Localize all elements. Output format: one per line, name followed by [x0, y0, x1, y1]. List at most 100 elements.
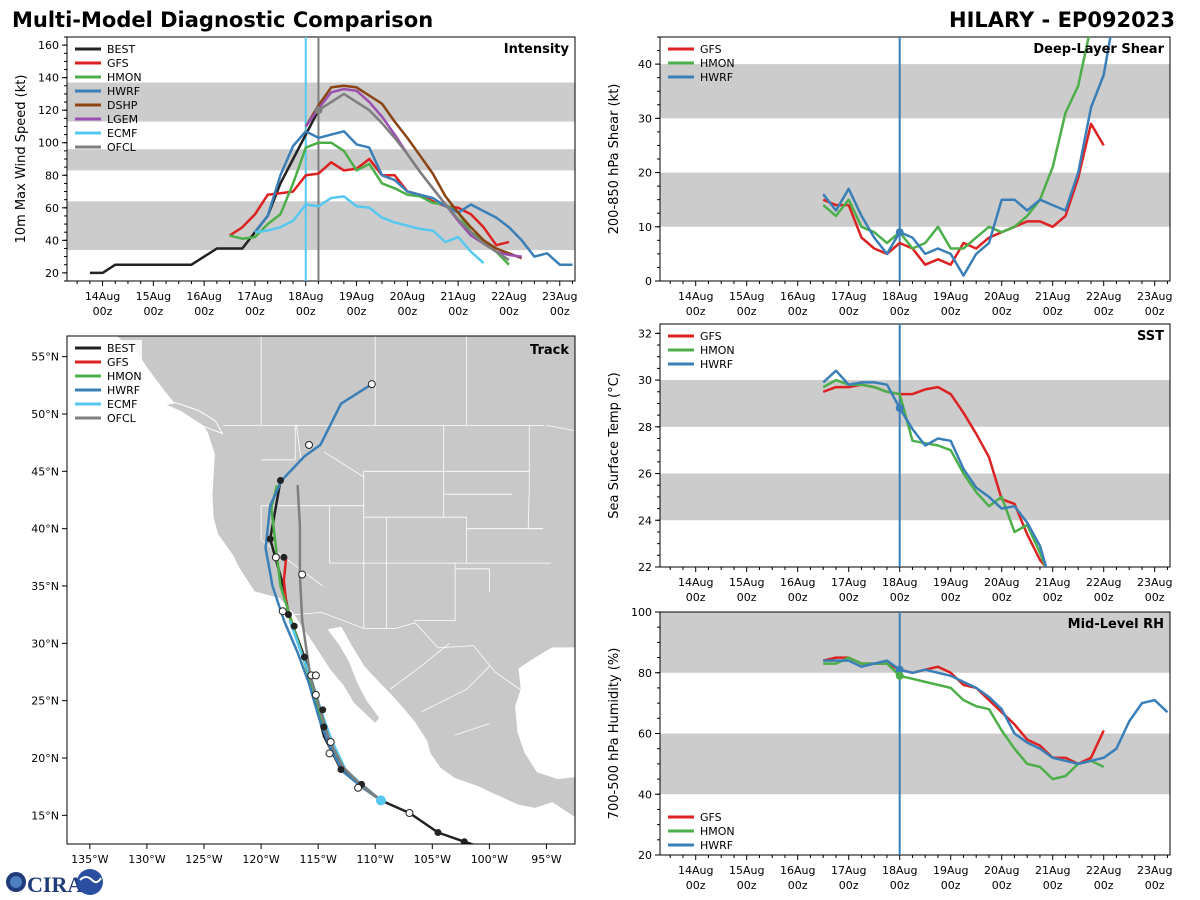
- shear-xtick-hour: 00z: [1043, 305, 1063, 318]
- shear-band-0: [660, 172, 1170, 227]
- shear-xtick-date: 15Aug: [729, 290, 764, 303]
- intensity-legend-label-dshp: DSHP: [107, 99, 138, 112]
- rh-xtick-label: 21Aug 00z: [1035, 864, 1070, 892]
- sst-xtick-date: 16Aug: [780, 576, 815, 589]
- rh-xtick-hour: 00z: [1145, 879, 1165, 892]
- intensity-xtick-hour: 00z: [397, 305, 417, 318]
- track-current-position-marker: [375, 795, 386, 806]
- shear-xtick-label: 19Aug 00z: [933, 290, 968, 318]
- shear-xtick-label: 16Aug 00z: [780, 290, 815, 318]
- shear-ytick-label: 40: [638, 58, 652, 71]
- shear-xtick-date: 14Aug: [678, 290, 713, 303]
- sst-xtick-hour: 00z: [992, 591, 1012, 604]
- intensity-legend-label-hwrf: HWRF: [107, 85, 140, 98]
- track-lon-label: 125°W: [185, 853, 222, 866]
- sst-series-group: [822, 369, 1048, 567]
- track-marker-filled: [434, 829, 442, 837]
- sst-legend-label-hwrf: HWRF: [700, 358, 733, 371]
- track-marker-open: [271, 553, 280, 562]
- shear-xtick-date: 22Aug: [1086, 290, 1121, 303]
- map-border-line: [420, 666, 490, 713]
- rh-xtick-date: 21Aug: [1035, 864, 1070, 877]
- sst-ytick-label: 32: [638, 327, 652, 340]
- sst-xtick-date: 18Aug: [882, 576, 917, 589]
- intensity-ytick-label: 80: [45, 169, 59, 182]
- shear-xtick-date: 18Aug: [882, 290, 917, 303]
- intensity-xtick-label: 19Aug 00z: [339, 290, 374, 318]
- rh-xtick-hour: 00z: [686, 879, 706, 892]
- intensity-ytick-label: 140: [38, 72, 59, 85]
- track-lat-label: 25°N: [31, 695, 59, 708]
- track-lon-label: 95°W: [531, 853, 561, 866]
- intensity-xtick-hour: 00z: [499, 305, 519, 318]
- track-legend-label-gfs: GFS: [107, 356, 129, 369]
- track-lon-label: 120°W: [242, 853, 279, 866]
- rh-xtick-label: 19Aug 00z: [933, 864, 968, 892]
- shear-panel: 0 10 20 30 40 14Aug 00z 15Aug 00z 16Aug 00z 17Aug 00…: [607, 36, 1172, 318]
- rh-band-1: [660, 612, 1170, 673]
- rh-xtick-label: 16Aug 00z: [780, 864, 815, 892]
- shear-xtick-label: 18Aug 00z: [882, 290, 917, 318]
- sst-xtick-hour: 00z: [1145, 591, 1165, 604]
- shear-xtick-hour: 00z: [686, 305, 706, 318]
- logo-seal-icon: [77, 869, 103, 895]
- shear-ylabel: 200-850 hPa Shear (kt): [607, 84, 622, 235]
- shear-xtick-date: 19Aug: [933, 290, 968, 303]
- intensity-xtick-date: 22Aug: [491, 290, 526, 303]
- shear-band-1: [660, 64, 1170, 119]
- map-border-line: [454, 723, 490, 736]
- intensity-xtick-hour: 00z: [143, 305, 163, 318]
- shear-xtick-date: 21Aug: [1035, 290, 1070, 303]
- track-marker-filled: [460, 838, 468, 844]
- intensity-series-group: [89, 84, 573, 275]
- sst-xtick-date: 23Aug: [1137, 576, 1172, 589]
- track-lat-label: 30°N: [31, 637, 59, 650]
- rh-xtick-hour: 00z: [839, 879, 859, 892]
- track-lon-label: 105°W: [414, 853, 451, 866]
- intensity-xtick-hour: 00z: [93, 305, 113, 318]
- intensity-xtick-date: 17Aug: [237, 290, 272, 303]
- intensity-legend-label-ofcl: OFCL: [107, 141, 137, 154]
- intensity-xtick-label: 18Aug 00z: [288, 290, 323, 318]
- rh-xtick-hour: 00z: [941, 879, 961, 892]
- logo-seal-wave-icon: [79, 876, 102, 884]
- shear-xtick-hour: 00z: [1145, 305, 1165, 318]
- intensity-xtick-label: 17Aug 00z: [237, 290, 272, 318]
- sst-line-hwrf: [822, 369, 1048, 567]
- intensity-xtick-label: 23Aug 00z: [542, 290, 577, 318]
- shear-series-group: [822, 37, 1112, 277]
- rh-ytick-label: 80: [638, 667, 652, 680]
- track-marker-filled: [276, 476, 284, 484]
- shear-xtick-date: 23Aug: [1137, 290, 1172, 303]
- intensity-xtick-hour: 00z: [347, 305, 367, 318]
- rh-ylabel: 700-500 hPa Humidity (%): [607, 648, 622, 820]
- sst-ytick-label: 26: [638, 468, 652, 481]
- intensity-xtick-date: 20Aug: [390, 290, 425, 303]
- sst-xtick-label: 16Aug 00z: [780, 576, 815, 604]
- rh-series-group: [822, 656, 1169, 781]
- storm-id-title: HILARY - EP092023: [949, 8, 1175, 32]
- rh-xtick-date: 15Aug: [729, 864, 764, 877]
- sst-ylabel: Sea Surface Temp (°C): [607, 372, 622, 519]
- rh-xtick-hour: 00z: [1043, 879, 1063, 892]
- track-marker-open: [367, 380, 376, 389]
- intensity-line-ofcl: [317, 92, 510, 261]
- rh-xtick-date: 14Aug: [678, 864, 713, 877]
- shear-xtick-hour: 00z: [839, 305, 859, 318]
- rh-xtick-hour: 00z: [1094, 879, 1114, 892]
- intensity-legend-label-ecmf: ECMF: [107, 127, 137, 140]
- track-lat-label: 15°N: [31, 809, 59, 822]
- sst-xtick-date: 19Aug: [933, 576, 968, 589]
- track-marker-open: [311, 690, 320, 699]
- intensity-line-dshp: [304, 84, 523, 260]
- track-legend-label-best: BEST: [107, 342, 135, 355]
- track-lon-label: 100°W: [471, 853, 508, 866]
- intensity-legend-label-hmon: HMON: [107, 71, 142, 84]
- intensity-xtick-label: 21Aug 00z: [440, 290, 475, 318]
- rh-xtick-date: 16Aug: [780, 864, 815, 877]
- track-lat-label: 35°N: [31, 580, 59, 593]
- sst-xtick-label: 14Aug 00z: [678, 576, 713, 604]
